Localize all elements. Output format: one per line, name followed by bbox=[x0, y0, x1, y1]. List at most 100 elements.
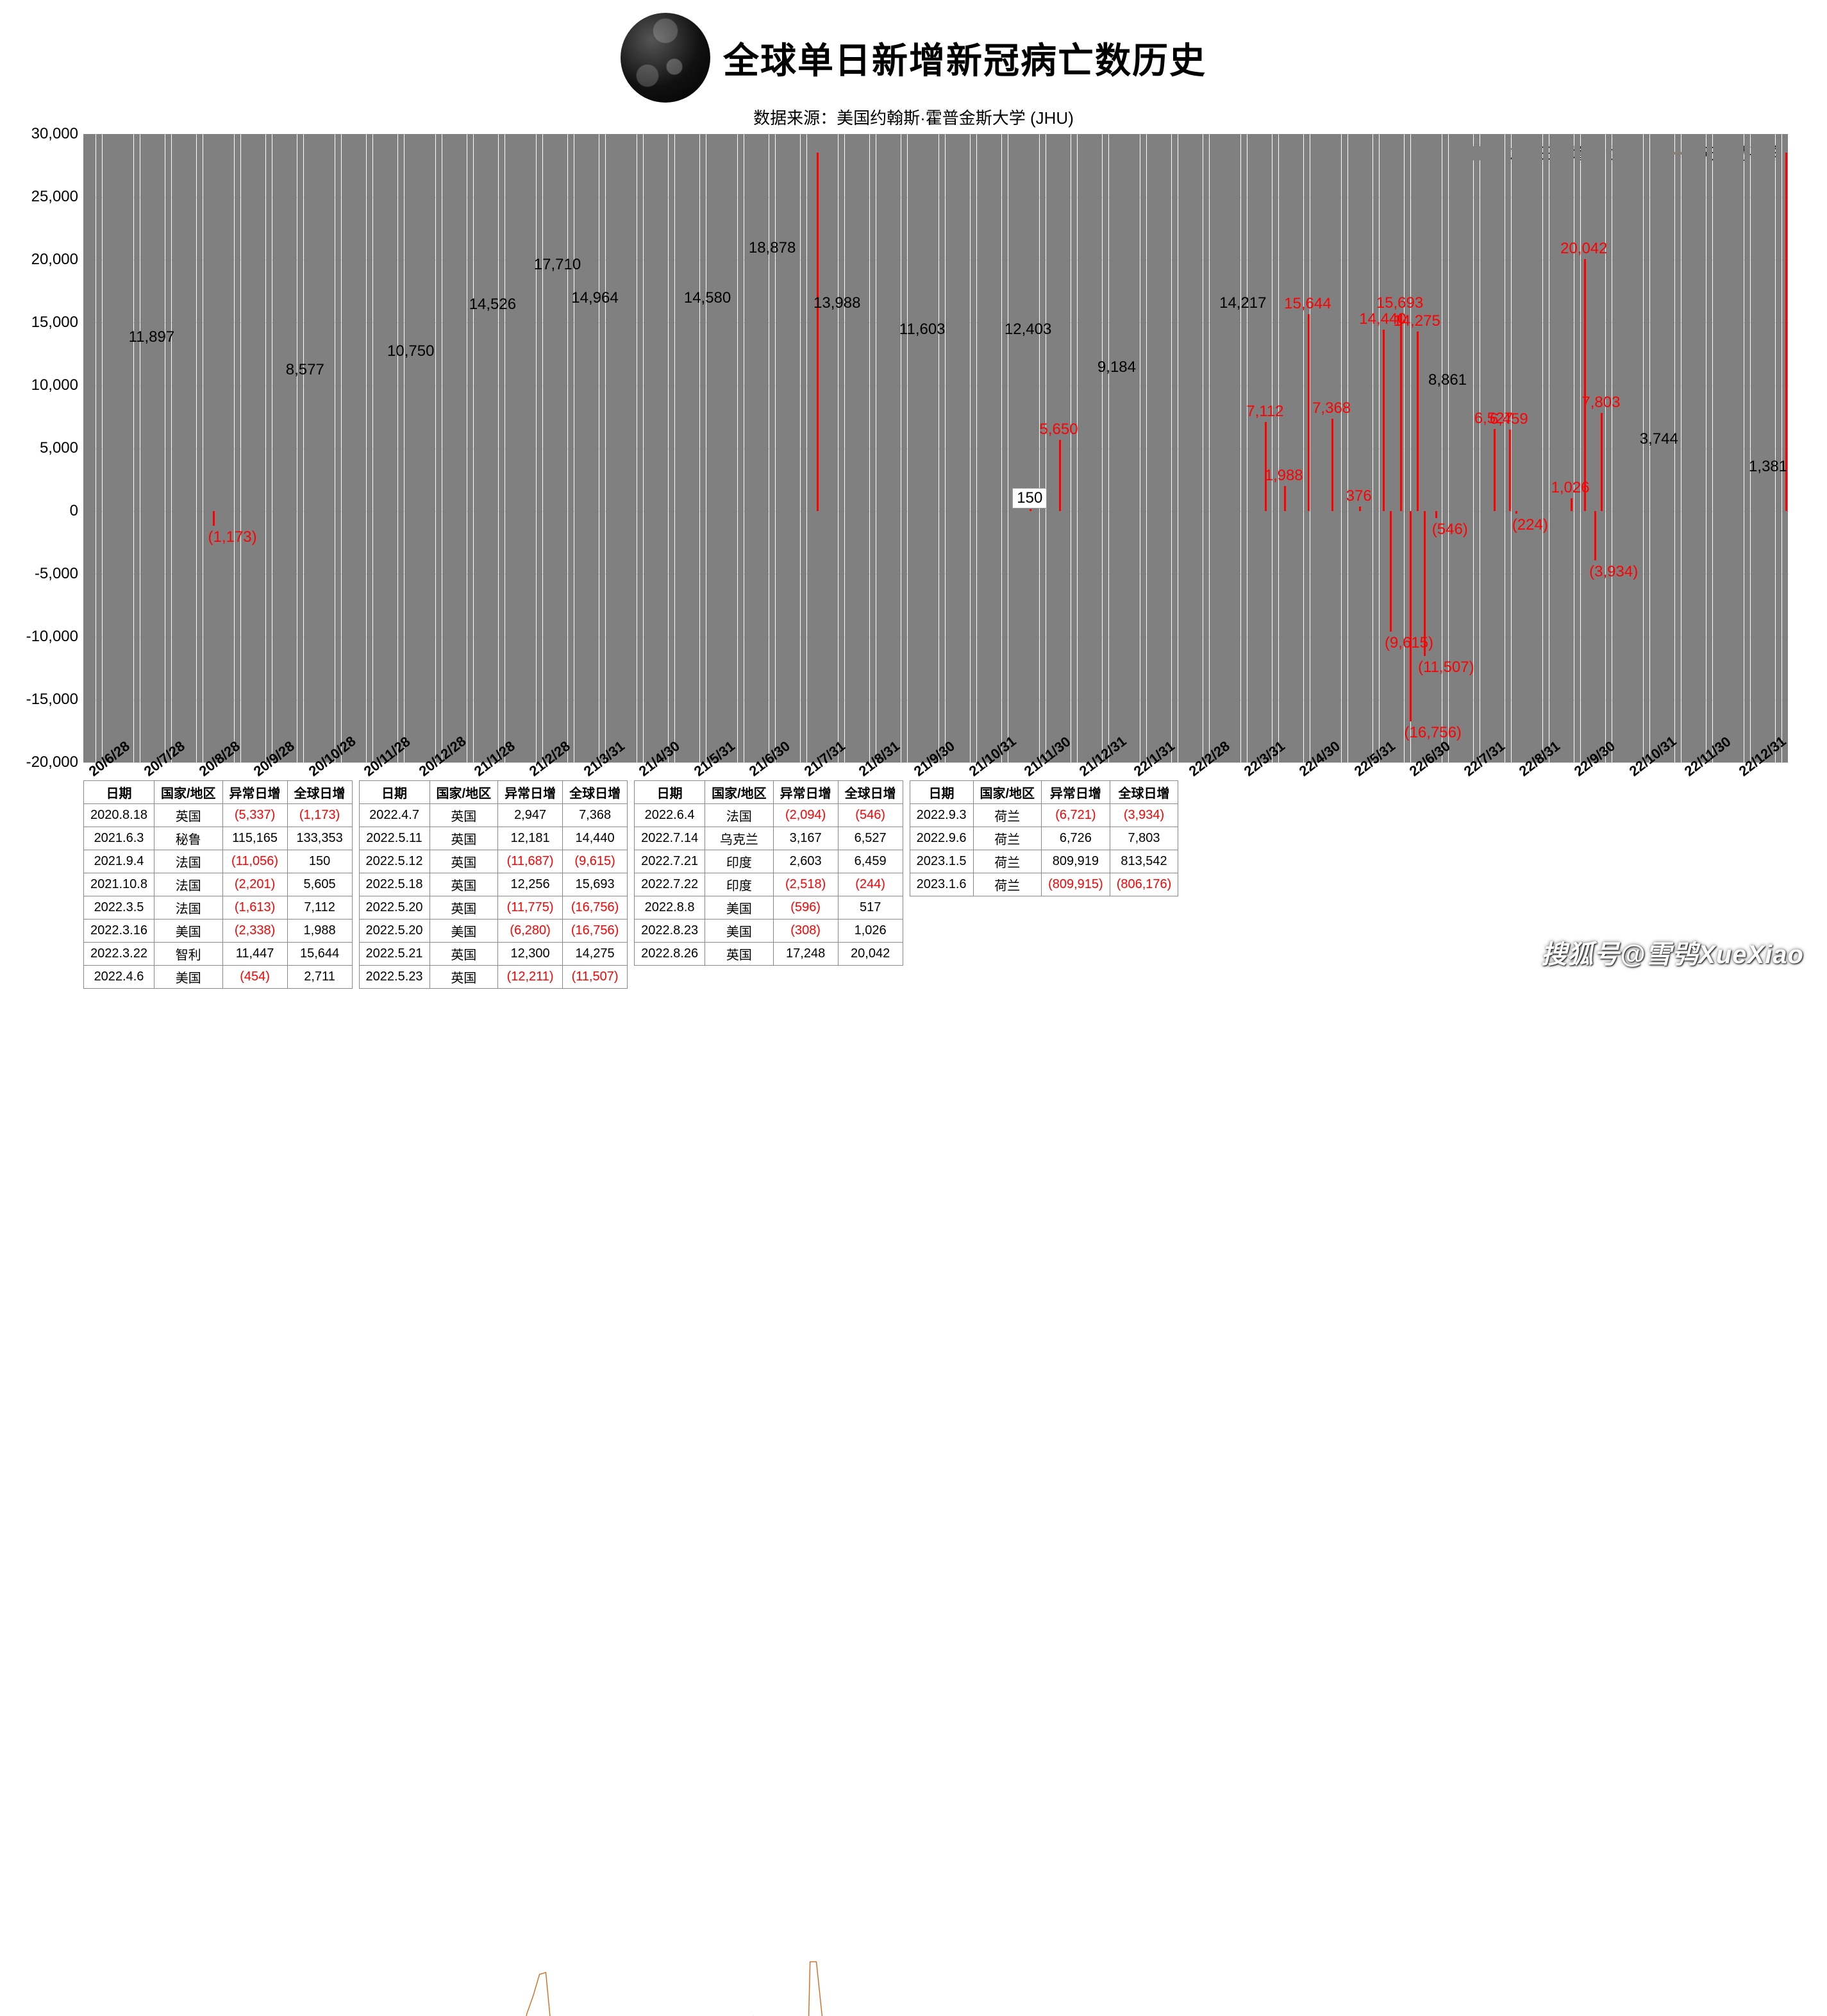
bar bbox=[486, 134, 492, 762]
bar bbox=[687, 134, 693, 762]
bar bbox=[612, 134, 617, 762]
bar bbox=[996, 134, 1001, 762]
bar bbox=[763, 134, 769, 762]
bar bbox=[1322, 134, 1328, 762]
table-cell: 813,542 bbox=[1110, 850, 1178, 873]
bar bbox=[1078, 134, 1083, 762]
peak-callout: 9,184 bbox=[1097, 358, 1136, 376]
table-cell: 2022.5.12 bbox=[359, 850, 430, 873]
table-cell: (1,173) bbox=[287, 804, 352, 827]
table-row: 2022.5.12英国(11,687)(9,615) bbox=[359, 850, 628, 873]
bar bbox=[1027, 134, 1033, 762]
bar bbox=[347, 134, 353, 762]
bar bbox=[681, 134, 687, 762]
bar bbox=[1052, 134, 1058, 762]
bar bbox=[1650, 134, 1656, 762]
bar bbox=[1474, 134, 1480, 762]
bar bbox=[913, 134, 919, 762]
red-callout: 15,693 bbox=[1376, 294, 1423, 312]
bar bbox=[1675, 134, 1681, 762]
table-row: 2022.3.16美国(2,338)1,988 bbox=[84, 920, 353, 943]
table-header: 全球日增 bbox=[287, 781, 352, 804]
table-cell: 荷兰 bbox=[973, 827, 1042, 850]
bar bbox=[1480, 134, 1486, 762]
bar bbox=[807, 134, 813, 762]
bar bbox=[379, 134, 385, 762]
y-tick: 30,000 bbox=[31, 125, 78, 143]
bar bbox=[1618, 134, 1624, 762]
bar bbox=[555, 134, 561, 762]
highlight-bar bbox=[1435, 511, 1437, 518]
highlight-bar bbox=[1331, 419, 1333, 511]
bar bbox=[530, 134, 536, 762]
bar bbox=[1373, 134, 1379, 762]
peak-callout: 14,580 bbox=[684, 289, 731, 307]
bar bbox=[700, 134, 706, 762]
bar bbox=[870, 134, 876, 762]
table-cell: 英国 bbox=[705, 943, 774, 966]
bar bbox=[1083, 134, 1089, 762]
bar bbox=[669, 134, 674, 762]
red-callout: 7,803 bbox=[1581, 394, 1620, 412]
bar bbox=[1033, 134, 1039, 762]
bar bbox=[863, 134, 869, 762]
table-cell: 美国 bbox=[430, 920, 498, 943]
bar bbox=[480, 134, 485, 762]
table-cell: (11,775) bbox=[498, 896, 563, 920]
bar bbox=[562, 134, 567, 762]
bar bbox=[1587, 134, 1592, 762]
peak-callout: 8,577 bbox=[286, 361, 324, 379]
table-cell: 英国 bbox=[430, 804, 498, 827]
bar bbox=[297, 134, 303, 762]
table-cell: 荷兰 bbox=[973, 850, 1042, 873]
bar bbox=[1499, 134, 1505, 762]
red-callout: (546) bbox=[1432, 521, 1468, 539]
bar bbox=[392, 134, 397, 762]
table-row: 2022.5.21英国12,30014,275 bbox=[359, 943, 628, 966]
table-cell: 2022.7.22 bbox=[635, 873, 705, 896]
bar bbox=[971, 134, 976, 762]
bar bbox=[656, 134, 662, 762]
highlight-bar bbox=[817, 153, 819, 511]
bar bbox=[933, 134, 939, 762]
bar bbox=[1348, 134, 1354, 762]
bar bbox=[857, 134, 863, 762]
bar bbox=[172, 134, 178, 762]
table-cell: 809,919 bbox=[1042, 850, 1110, 873]
table-header: 全球日增 bbox=[563, 781, 628, 804]
highlight-bar bbox=[1571, 498, 1573, 511]
bar bbox=[1549, 134, 1555, 762]
bar bbox=[712, 134, 718, 762]
bar bbox=[888, 134, 894, 762]
table-row: 2022.8.23美国(308)1,026 bbox=[635, 920, 903, 943]
table-cell: 6,726 bbox=[1042, 827, 1110, 850]
table-cell: 20,042 bbox=[838, 943, 903, 966]
anomaly-table: 日期国家/地区异常日增全球日增2022.6.4法国(2,094)(546)202… bbox=[634, 780, 903, 966]
bar bbox=[1719, 134, 1724, 762]
table-row: 2023.1.5荷兰809,919813,542 bbox=[910, 850, 1178, 873]
table-cell: (11,507) bbox=[563, 966, 628, 989]
bar bbox=[964, 134, 970, 762]
bar bbox=[1725, 134, 1731, 762]
bar bbox=[209, 134, 215, 762]
bar bbox=[448, 134, 454, 762]
table-cell: 6,459 bbox=[838, 850, 903, 873]
bar bbox=[1687, 134, 1693, 762]
table-cell: 7,803 bbox=[1110, 827, 1178, 850]
bar bbox=[184, 134, 190, 762]
bar bbox=[228, 134, 234, 762]
table-cell: (2,518) bbox=[773, 873, 838, 896]
bar bbox=[405, 134, 410, 762]
table-cell: 2020.8.18 bbox=[84, 804, 154, 827]
bar bbox=[1241, 134, 1247, 762]
table-row: 2022.6.4法国(2,094)(546) bbox=[635, 804, 903, 827]
table-cell: 2022.3.5 bbox=[84, 896, 154, 920]
anomaly-table: 日期国家/地区异常日增全球日增2020.8.18英国(5,337)(1,173)… bbox=[83, 780, 353, 989]
table-header: 国家/地区 bbox=[154, 781, 222, 804]
bar bbox=[153, 134, 158, 762]
bar bbox=[851, 134, 856, 762]
table-cell: 荷兰 bbox=[973, 804, 1042, 827]
bar bbox=[190, 134, 196, 762]
bar bbox=[291, 134, 297, 762]
table-cell: 14,440 bbox=[563, 827, 628, 850]
